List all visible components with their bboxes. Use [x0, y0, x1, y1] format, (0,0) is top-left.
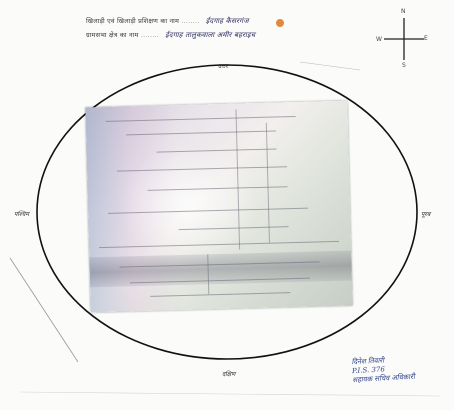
- compass-south-label: S: [402, 62, 406, 69]
- header-line-2-label: ग्रामसभा क्षेत्र का नाम: [86, 31, 139, 39]
- direction-west-label: पश्चिम: [14, 211, 29, 218]
- header-line-1-dots: ........: [181, 17, 200, 25]
- compass-west-label: W: [376, 36, 382, 43]
- header-line-2: ग्रामसभा क्षेत्र का नाम ........ ईदगाह त…: [86, 30, 255, 40]
- header-line-1: खिलाड़ी एवं खिलाड़ी प्रशिक्षण का नाम ...…: [86, 16, 249, 26]
- header-line-1-value: ईदगाह कैसरगंज: [205, 17, 249, 25]
- compass-cross-icon: [384, 18, 424, 60]
- handwritten-signature: दिनेश तिवारी P.I.S. 376 सहायक सचिव अधिका…: [351, 354, 432, 385]
- header-line-2-value: ईदगाह तालुकवाला अमीर बहराइच: [165, 31, 256, 39]
- direction-east-label: पूरब: [421, 211, 431, 218]
- compass-rose: N S E W: [376, 8, 430, 72]
- orange-ink-mark: [276, 19, 284, 27]
- pasted-map-photo: [85, 100, 353, 313]
- direction-south-label: दक्षिण: [222, 371, 236, 378]
- compass-east-label: E: [424, 35, 428, 42]
- direction-north-label: उत्तर: [218, 63, 228, 70]
- compass-north-label: N: [401, 8, 406, 15]
- header-line-1-label: खिलाड़ी एवं खिलाड़ी प्रशिक्षण का नाम: [86, 17, 180, 25]
- header-line-2-dots: ........: [140, 31, 160, 39]
